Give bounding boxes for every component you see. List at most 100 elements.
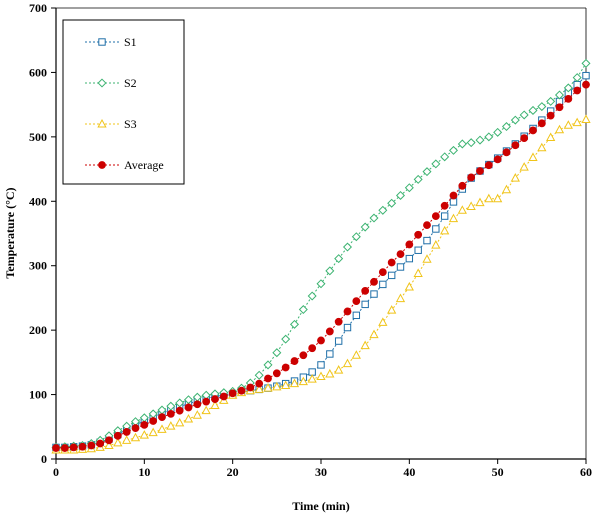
data-point-average [361,286,370,295]
legend-entry-s1: S1 [85,35,137,49]
legend-entry-average: Average [85,158,164,172]
data-point-average [78,442,87,451]
data-point-s1 [582,71,590,80]
legend-marker-s2 [97,78,107,88]
data-point-s1 [334,337,343,345]
x-tick-label: 40 [403,465,415,479]
data-point-average [396,250,405,259]
data-point-s2 [572,73,582,83]
data-point-average [264,374,272,383]
data-point-s3 [334,365,344,374]
data-point-s3 [404,281,414,291]
data-point-average [96,439,105,448]
data-point-s3 [166,421,176,430]
data-point-average [69,443,78,452]
data-point-s3 [316,371,326,381]
series-layer [51,58,591,454]
legend-entry-s2: S2 [85,76,137,90]
data-point-average [467,173,476,182]
data-point-s2 [263,360,273,370]
data-point-s3 [519,162,529,171]
y-tick-label: 0 [41,452,47,466]
data-point-average [564,94,573,103]
data-point-average [555,103,564,112]
data-point-s1 [396,263,405,271]
data-point-s3 [493,193,503,203]
data-point-s3 [139,430,149,439]
x-tick-label: 30 [315,465,327,479]
data-point-s3 [537,142,547,152]
data-point-average [387,258,396,267]
data-point-s3 [148,427,158,437]
data-point-average [352,297,361,306]
data-point-average [308,344,317,353]
y-axis-title: Temperature (°C) [3,187,17,278]
data-point-average [105,436,113,445]
y-tick-label: 700 [29,1,47,15]
data-point-s2 [281,334,291,344]
data-point-average [440,201,449,210]
data-point-s2 [563,83,573,93]
data-point-average [246,383,255,392]
data-point-average [378,268,387,277]
data-point-s3 [183,414,194,423]
y-tick-label: 300 [29,259,47,273]
y-tick-label: 500 [29,130,47,144]
legend-label: S2 [124,76,137,90]
legend-marker-s3 [97,118,107,128]
data-point-s2 [395,190,406,200]
x-tick-label: 20 [227,465,239,479]
data-point-s3 [113,437,123,447]
legend: S1 S2 S3 Average [62,19,185,185]
data-point-average [290,357,299,365]
data-point-s1 [449,198,458,206]
data-point-s1 [317,361,325,369]
data-point-average [255,379,264,388]
data-point-s2 [457,139,467,149]
data-point-average [458,181,467,190]
data-point-s3 [157,424,167,433]
data-point-average [299,351,308,360]
legend-box [62,19,185,185]
data-point-average [370,277,378,286]
data-point-average [325,327,334,336]
data-point-s3 [387,305,397,314]
data-point-average [184,403,193,412]
x-tick-label: 10 [138,465,150,479]
data-point-s2 [316,279,326,289]
data-point-s3 [201,405,211,415]
data-point-s2 [351,232,361,242]
data-point-s2 [183,395,194,405]
data-point-average [122,428,131,436]
x-tick-label: 0 [53,465,59,479]
data-point-average [158,413,166,422]
data-point-s2 [519,110,529,120]
data-point-average [87,441,96,450]
data-point-average [281,363,290,372]
data-point-s2 [166,401,176,411]
x-tick-label: 60 [580,465,592,479]
data-point-s2 [440,152,450,162]
data-point-s3 [130,432,141,442]
data-point-average [511,141,520,150]
data-point-s3 [281,380,291,390]
data-point-s1 [414,246,422,254]
data-point-s2 [387,198,397,208]
legend-label: Average [124,158,164,172]
data-point-s3 [351,350,361,359]
data-point-s3 [342,358,353,368]
data-point-s1 [387,271,396,280]
data-point-s2 [581,58,591,68]
data-point-s3 [325,368,335,378]
data-point-average [423,221,431,230]
data-point-s3 [484,193,494,203]
data-point-average [211,395,219,403]
data-point-s3 [360,340,370,350]
data-point-s3 [307,374,317,383]
legend-label: S3 [124,117,137,131]
data-point-s3 [298,376,308,386]
data-point-s2 [528,105,538,115]
data-point-average [219,392,228,401]
data-point-average [414,230,423,239]
